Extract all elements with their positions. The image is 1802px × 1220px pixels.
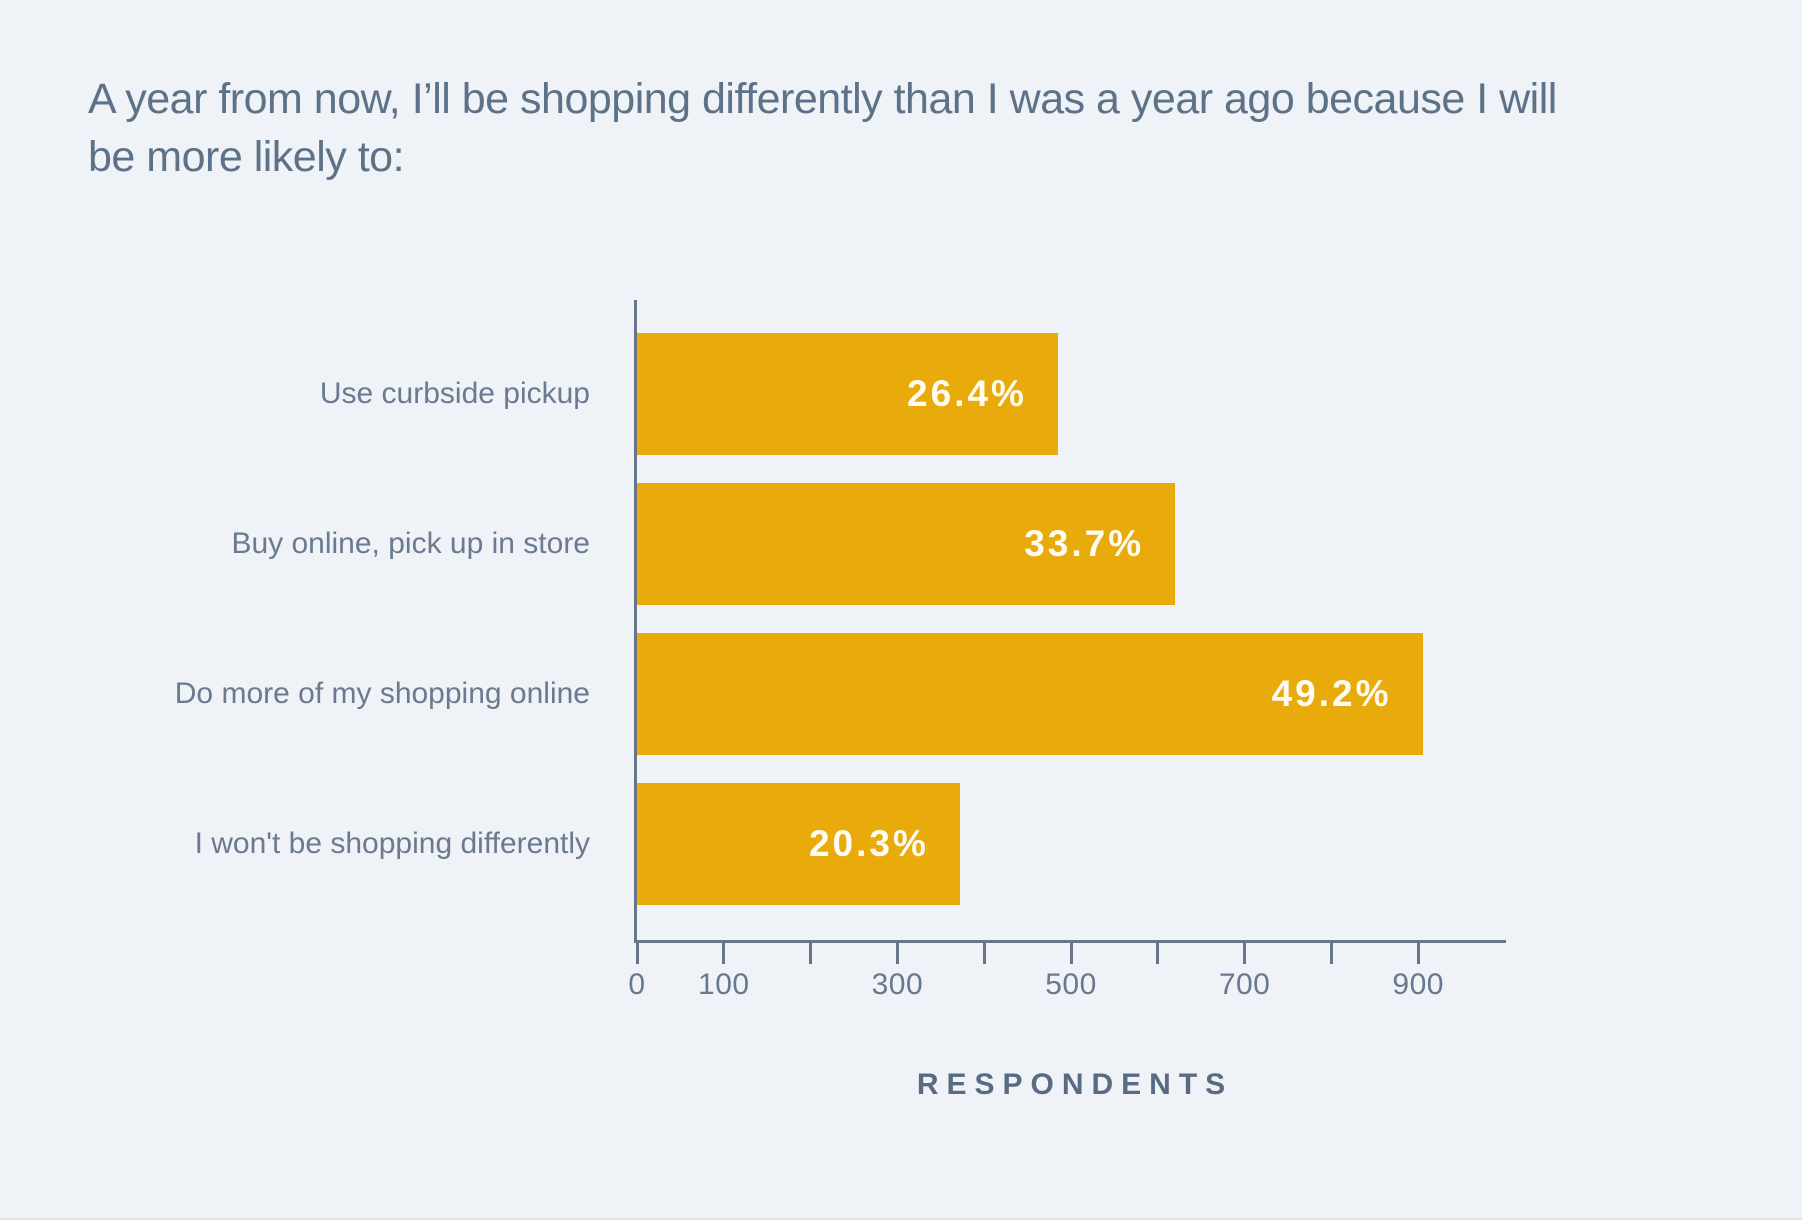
x-axis-tick-label: 100 bbox=[698, 968, 750, 1001]
bar-use-curbside-pickup: 26.4% bbox=[637, 333, 1058, 455]
x-axis-ticks bbox=[635, 943, 1505, 964]
x-axis-tick-label: 0 bbox=[628, 968, 646, 1001]
x-axis-tick bbox=[635, 943, 639, 964]
plot-area: 26.4% 33.7% 49.2% 20.3% bbox=[637, 300, 1505, 940]
x-axis-line bbox=[634, 940, 1506, 943]
chart-title: A year from now, I’ll be shopping differ… bbox=[88, 70, 1788, 186]
chart-title-line-1: A year from now, I’ll be shopping differ… bbox=[88, 75, 1557, 123]
category-label-do-more-of-my-shopping-online: Do more of my shopping online bbox=[174, 677, 590, 710]
x-axis-tick bbox=[895, 943, 899, 964]
x-axis-tick bbox=[1416, 943, 1420, 964]
x-axis-tick-label: 700 bbox=[1218, 968, 1271, 1001]
bar-buy-online-pick-up-in-store: 33.7% bbox=[637, 483, 1176, 605]
x-axis-title: RESPONDENTS bbox=[916, 1068, 1234, 1101]
bar-value-label: 20.3% bbox=[808, 823, 929, 864]
category-label-use-curbside-pickup: Use curbside pickup bbox=[319, 377, 590, 410]
bottom-edge-divider bbox=[0, 1218, 1802, 1220]
x-axis-tick bbox=[1243, 943, 1247, 964]
x-axis-tick-label: 300 bbox=[871, 968, 924, 1001]
bar-value-label: 26.4% bbox=[907, 373, 1027, 414]
x-axis-tick bbox=[1156, 943, 1160, 964]
bar-do-more-of-my-shopping-online: 49.2% bbox=[637, 633, 1423, 755]
x-axis-tick bbox=[809, 943, 813, 964]
x-axis-tick bbox=[982, 943, 986, 964]
x-axis-tick-labels: 0 100 300 500 700 900 bbox=[628, 968, 1505, 1008]
x-axis-tick bbox=[722, 943, 726, 964]
x-axis-tick-label: 900 bbox=[1392, 968, 1444, 1001]
y-axis-line bbox=[634, 300, 637, 943]
category-label-buy-online-pick-up-in-store: Buy online, pick up in store bbox=[231, 527, 590, 560]
category-axis-labels: Use curbside pickup Buy online, pick up i… bbox=[60, 300, 590, 940]
bar-value-label: 49.2% bbox=[1271, 673, 1392, 714]
bar-value-label: 33.7% bbox=[1024, 523, 1145, 564]
x-axis-tick bbox=[1329, 943, 1333, 964]
chart-title-line-2: be more likely to: bbox=[88, 133, 405, 181]
category-label-i-won-t-be-shopping-differently: I won't be shopping differently bbox=[194, 827, 590, 860]
x-axis-tick bbox=[1069, 943, 1073, 964]
x-axis-tick-label: 500 bbox=[1045, 968, 1097, 1001]
bar-i-won-t-be-shopping-differently: 20.3% bbox=[637, 783, 960, 905]
